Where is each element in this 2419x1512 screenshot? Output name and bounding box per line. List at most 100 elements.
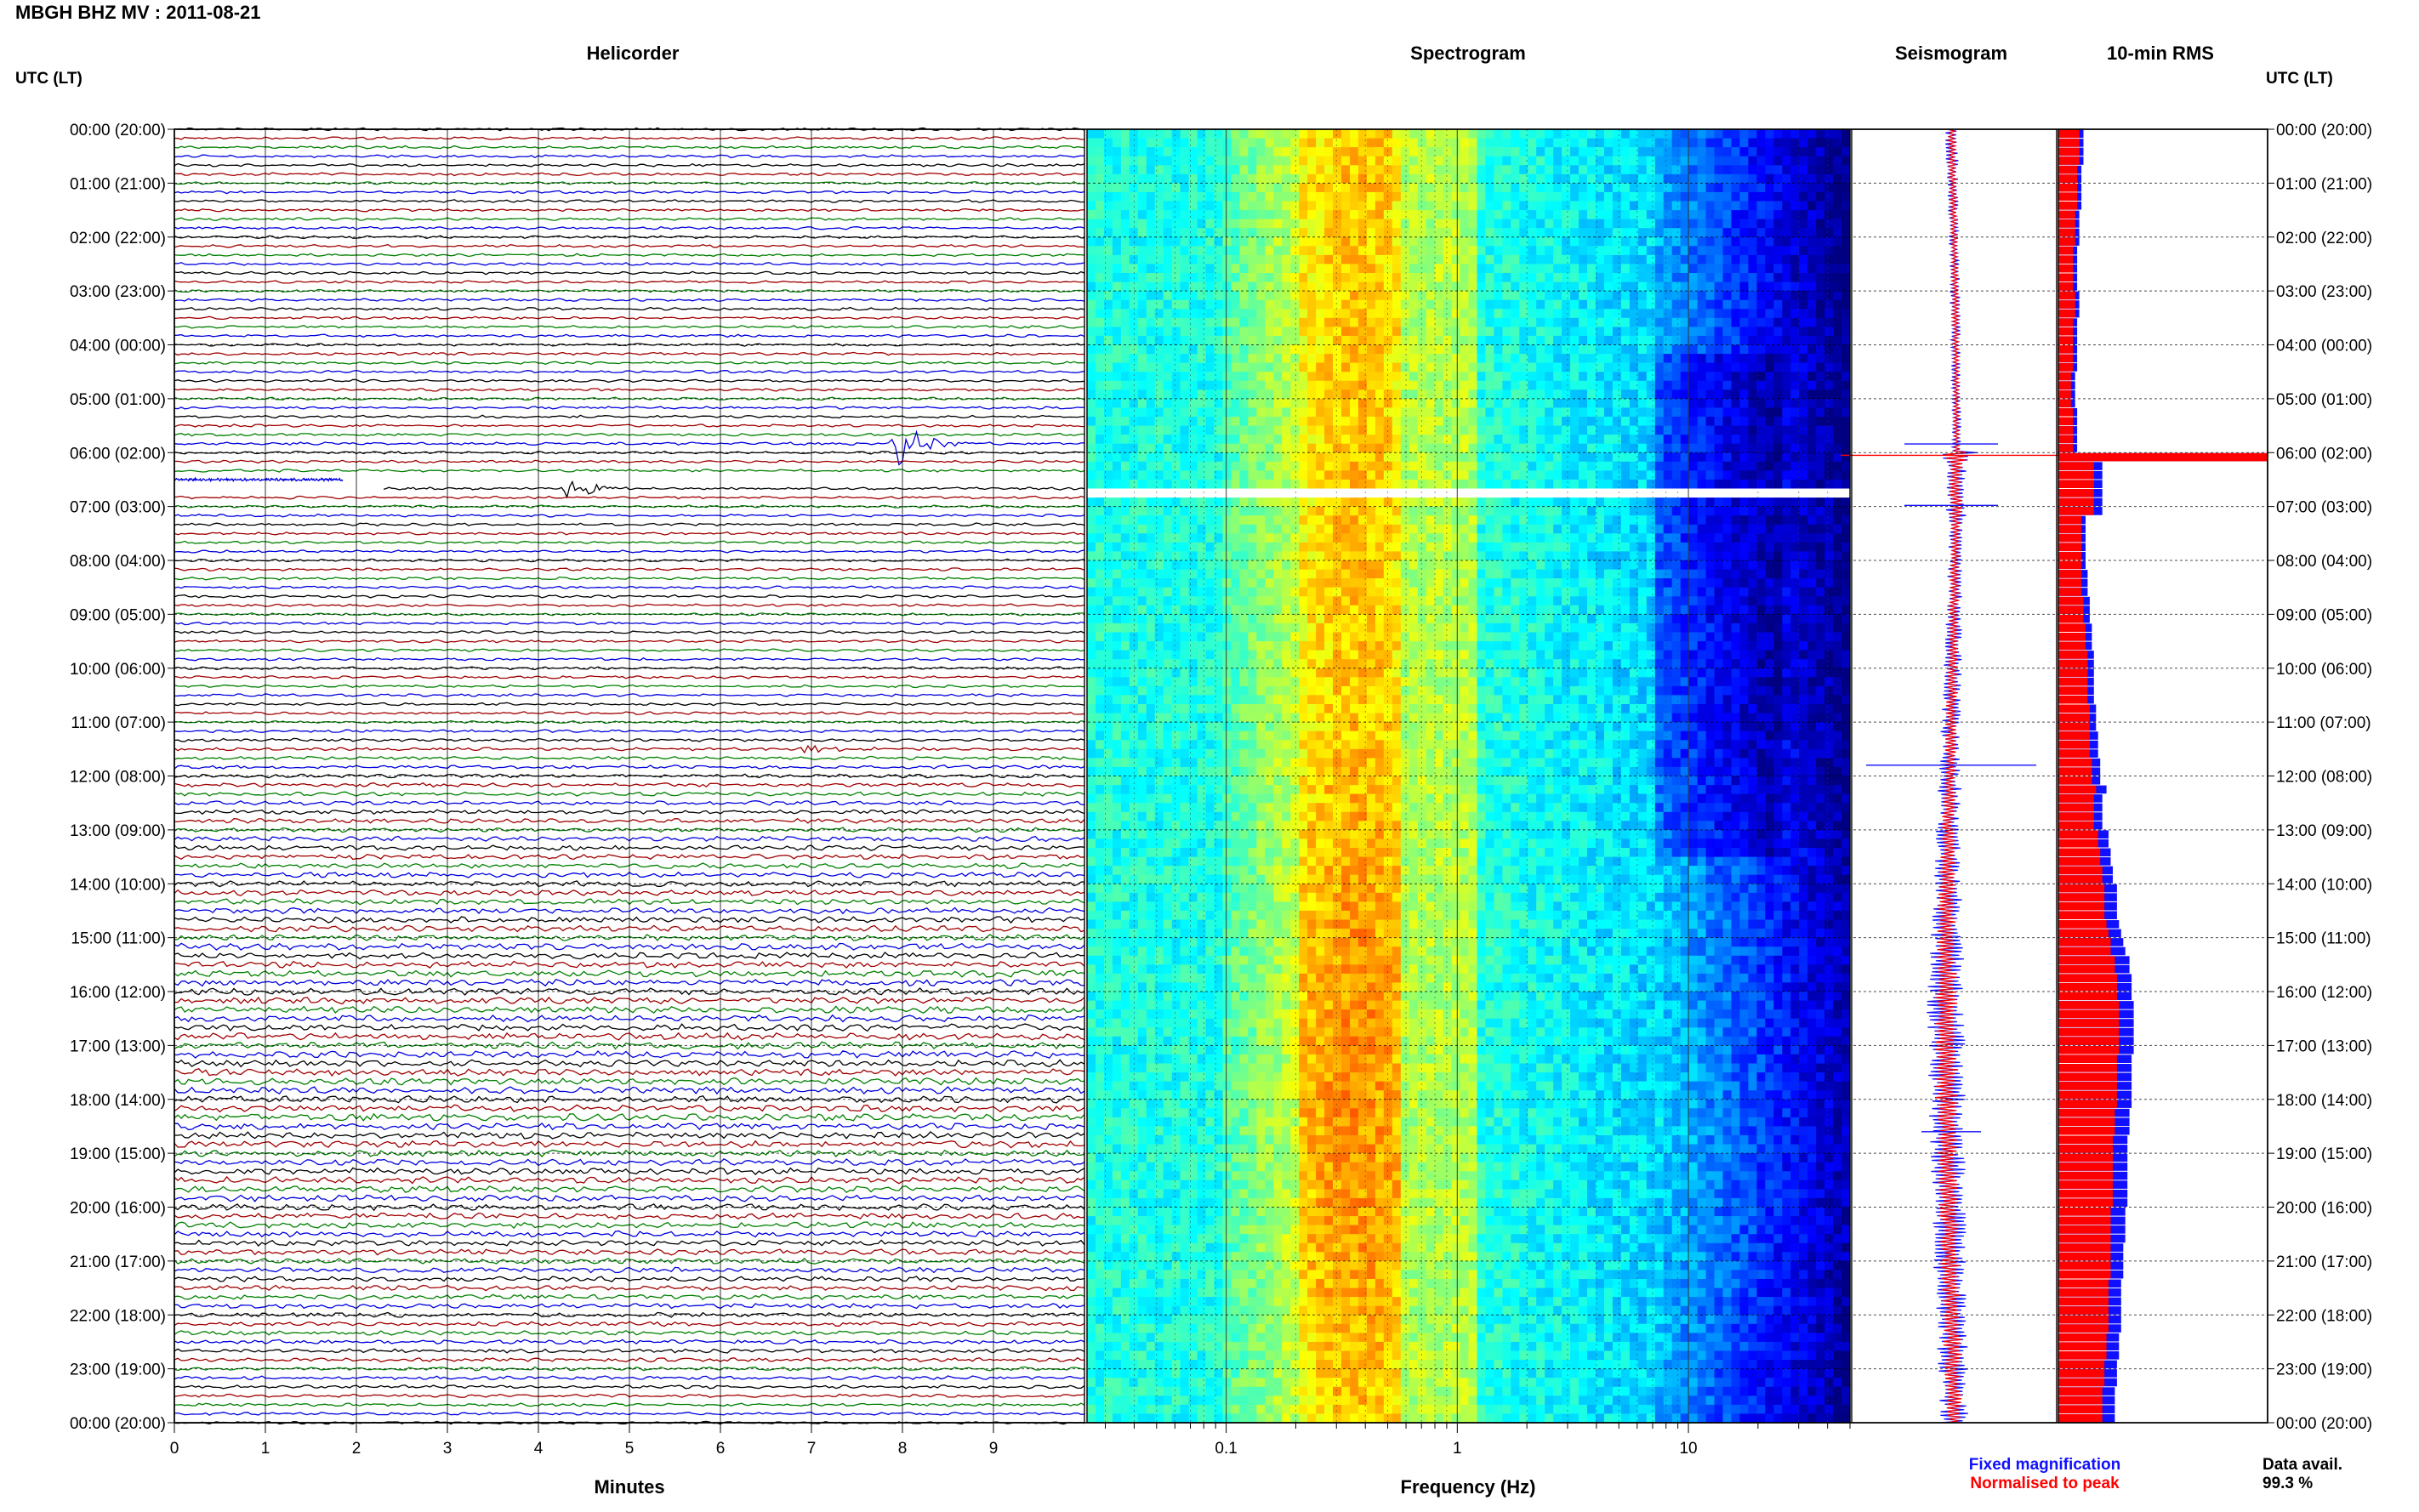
spectrogram-cell	[1833, 254, 1842, 265]
spectrogram-cell	[1146, 228, 1156, 238]
spectrogram-cell	[1579, 417, 1588, 427]
spectrogram-cell	[1654, 183, 1665, 193]
spectrogram-cell	[1841, 344, 1851, 355]
spectrogram-cell	[1637, 344, 1648, 355]
spectrogram-cell	[1824, 425, 1834, 435]
spectrogram-cell	[1502, 335, 1511, 346]
spectrogram-cell	[1324, 569, 1334, 579]
spectrogram-cell	[1096, 299, 1105, 310]
spectrogram-cell	[1248, 542, 1257, 553]
spectrogram-cell	[1841, 443, 1851, 453]
spectrogram-cell	[1409, 380, 1419, 390]
spectrogram-cell	[1748, 165, 1757, 175]
spectrogram-cell	[1392, 327, 1402, 337]
spectrogram-cell	[1163, 398, 1173, 409]
spectrogram-cell	[1663, 569, 1673, 579]
spectrogram-cell	[1604, 138, 1614, 148]
spectrogram-cell	[1494, 156, 1503, 166]
spectrogram-cell	[1485, 362, 1494, 372]
spectrogram-cell	[1239, 533, 1249, 543]
spectrogram-cell	[1519, 533, 1528, 543]
spectrogram-cell	[1350, 327, 1359, 337]
spectrogram-cell	[1477, 380, 1487, 390]
spectrogram-cell	[1248, 479, 1257, 490]
spectrogram-cell	[1697, 210, 1707, 220]
spectrogram-cell	[1816, 542, 1825, 553]
spectrogram-cell	[1739, 569, 1749, 579]
spectrogram-cell	[1756, 542, 1766, 553]
spectrogram-cell	[1620, 506, 1631, 516]
spectrogram-cell	[1816, 425, 1825, 435]
spectrogram-cell	[1273, 219, 1283, 229]
spectrogram-cell	[1460, 533, 1470, 543]
spectrogram-cell	[1765, 524, 1774, 534]
spectrogram-cell	[1188, 533, 1198, 543]
spectrogram-cell	[1782, 506, 1791, 516]
spectrogram-cell	[1579, 569, 1588, 579]
spectrogram-cell	[1163, 425, 1173, 435]
spectrogram-cell	[1756, 201, 1766, 211]
spectrogram-cell	[1129, 254, 1139, 265]
spectrogram-cell	[1511, 560, 1520, 571]
spectrogram-cell	[1392, 354, 1402, 364]
spectrogram-cell	[1807, 551, 1817, 561]
spectrogram-cell	[1129, 470, 1139, 480]
spectrogram-cell	[1417, 246, 1427, 256]
spectrogram-cell	[1231, 443, 1240, 453]
spectrogram-cell	[1468, 129, 1478, 139]
spectrogram-cell	[1265, 614, 1274, 624]
spectrogram-cell	[1214, 156, 1224, 166]
spectrogram-cell	[1697, 228, 1707, 238]
spectrogram-cell	[1366, 435, 1376, 445]
spectrogram-cell	[1256, 533, 1266, 543]
spectrogram-cell	[1680, 497, 1690, 508]
spectrogram-cell	[1748, 506, 1757, 516]
spectrogram-cell	[1511, 372, 1520, 382]
spectrogram-cell	[1239, 470, 1249, 480]
spectrogram-cell	[1637, 309, 1648, 319]
spectrogram-cell	[1841, 291, 1851, 301]
spectrogram-cell	[1357, 327, 1368, 337]
spectrogram-cell	[1222, 201, 1232, 211]
spectrogram-cell	[1087, 129, 1096, 139]
spectrogram-cell	[1773, 578, 1783, 588]
spectrogram-cell	[1299, 425, 1308, 435]
spectrogram-cell	[1705, 470, 1716, 480]
spectrogram-cell	[1231, 515, 1240, 526]
spectrogram-cell	[1163, 569, 1173, 579]
spectrogram-cell	[1722, 228, 1733, 238]
spectrogram-cell	[1629, 417, 1639, 427]
spectrogram-cell	[1511, 183, 1520, 193]
spectrogram-cell	[1366, 578, 1376, 588]
spectrogram-cell	[1112, 389, 1122, 400]
spectrogram-cell	[1324, 372, 1334, 382]
spectrogram-cell	[1799, 470, 1808, 480]
spectrogram-cell	[1562, 362, 1571, 372]
spectrogram-cell	[1604, 228, 1614, 238]
spectrogram-cell	[1096, 497, 1105, 508]
spectrogram-cell	[1688, 380, 1699, 390]
spectrogram-cell	[1214, 291, 1224, 301]
spectrogram-cell	[1222, 309, 1232, 319]
spectrogram-cell	[1680, 569, 1690, 579]
spectrogram-cell	[1579, 542, 1588, 553]
spectrogram-cell	[1477, 461, 1487, 471]
spectrogram-cell	[1137, 362, 1147, 372]
spectrogram-cell	[1545, 560, 1554, 571]
spectrogram-cell	[1841, 380, 1851, 390]
spectrogram-cell	[1460, 362, 1470, 372]
spectrogram-cell	[1545, 327, 1554, 337]
spectrogram-cell	[1773, 138, 1783, 148]
spectrogram-cell	[1239, 596, 1249, 606]
spectrogram-cell	[1807, 605, 1817, 615]
spectrogram-cell	[1519, 183, 1528, 193]
spectrogram-cell	[1799, 587, 1808, 597]
spectrogram-cell	[1146, 273, 1156, 283]
spectrogram-cell	[1545, 380, 1554, 390]
spectrogram-cell	[1231, 317, 1240, 327]
spectrogram-cell	[1451, 210, 1461, 220]
spectrogram-cell	[1697, 542, 1707, 553]
spectrogram-cell	[1120, 479, 1130, 490]
spectrogram-cell	[1087, 372, 1096, 382]
spectrogram-cell	[1392, 281, 1402, 292]
